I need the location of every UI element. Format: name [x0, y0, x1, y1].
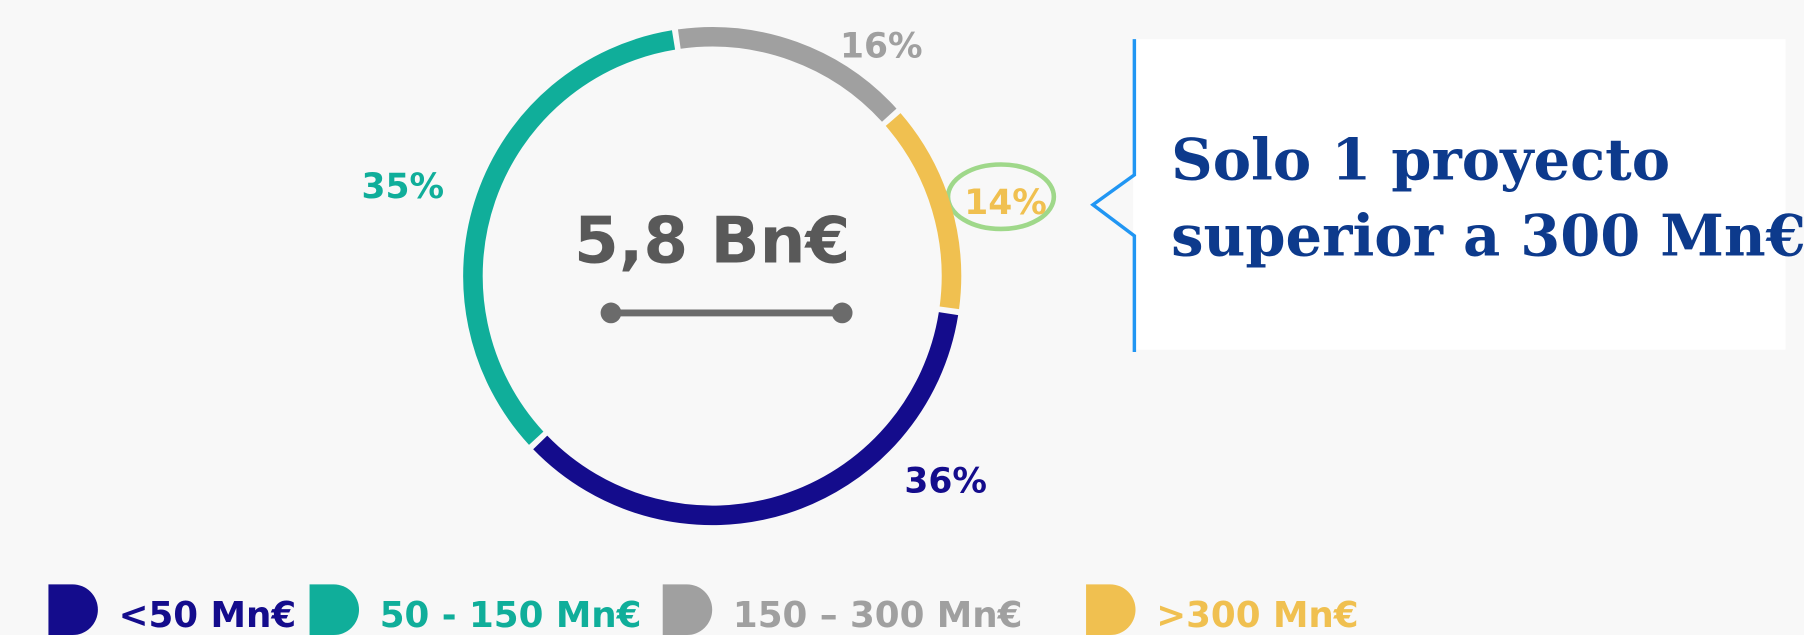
dumbbell-dot: [831, 302, 853, 324]
donut-segment: [463, 30, 676, 445]
callout-box: [1133, 39, 1786, 350]
legend-label: 150 – 300 Mn€: [733, 595, 1023, 635]
value-label: 36%: [904, 461, 987, 501]
legend-swatch: [48, 584, 98, 635]
legend-swatch: [1086, 584, 1136, 635]
donut-segment: [677, 27, 897, 122]
callout-text: superior a 300 Mn€: [1171, 201, 1804, 269]
legend-label: <50 Mn€: [119, 595, 297, 635]
donut-segment: [533, 312, 959, 526]
donut-segment: [885, 113, 962, 310]
legend-label: >300 Mn€: [1156, 595, 1358, 635]
center-label: 5,8 Bn€: [574, 203, 850, 278]
value-label: 16%: [840, 27, 923, 67]
legend-swatch: [662, 584, 713, 635]
value-label: 14%: [964, 183, 1047, 223]
value-label: 35%: [361, 167, 444, 207]
dumbbell-dot: [600, 302, 622, 324]
callout-border: [1090, 39, 1137, 353]
callout-text: Solo 1 proyecto: [1171, 125, 1670, 193]
legend-swatch: [309, 584, 360, 635]
legend-label: 50 - 150 Mn€: [380, 595, 642, 635]
